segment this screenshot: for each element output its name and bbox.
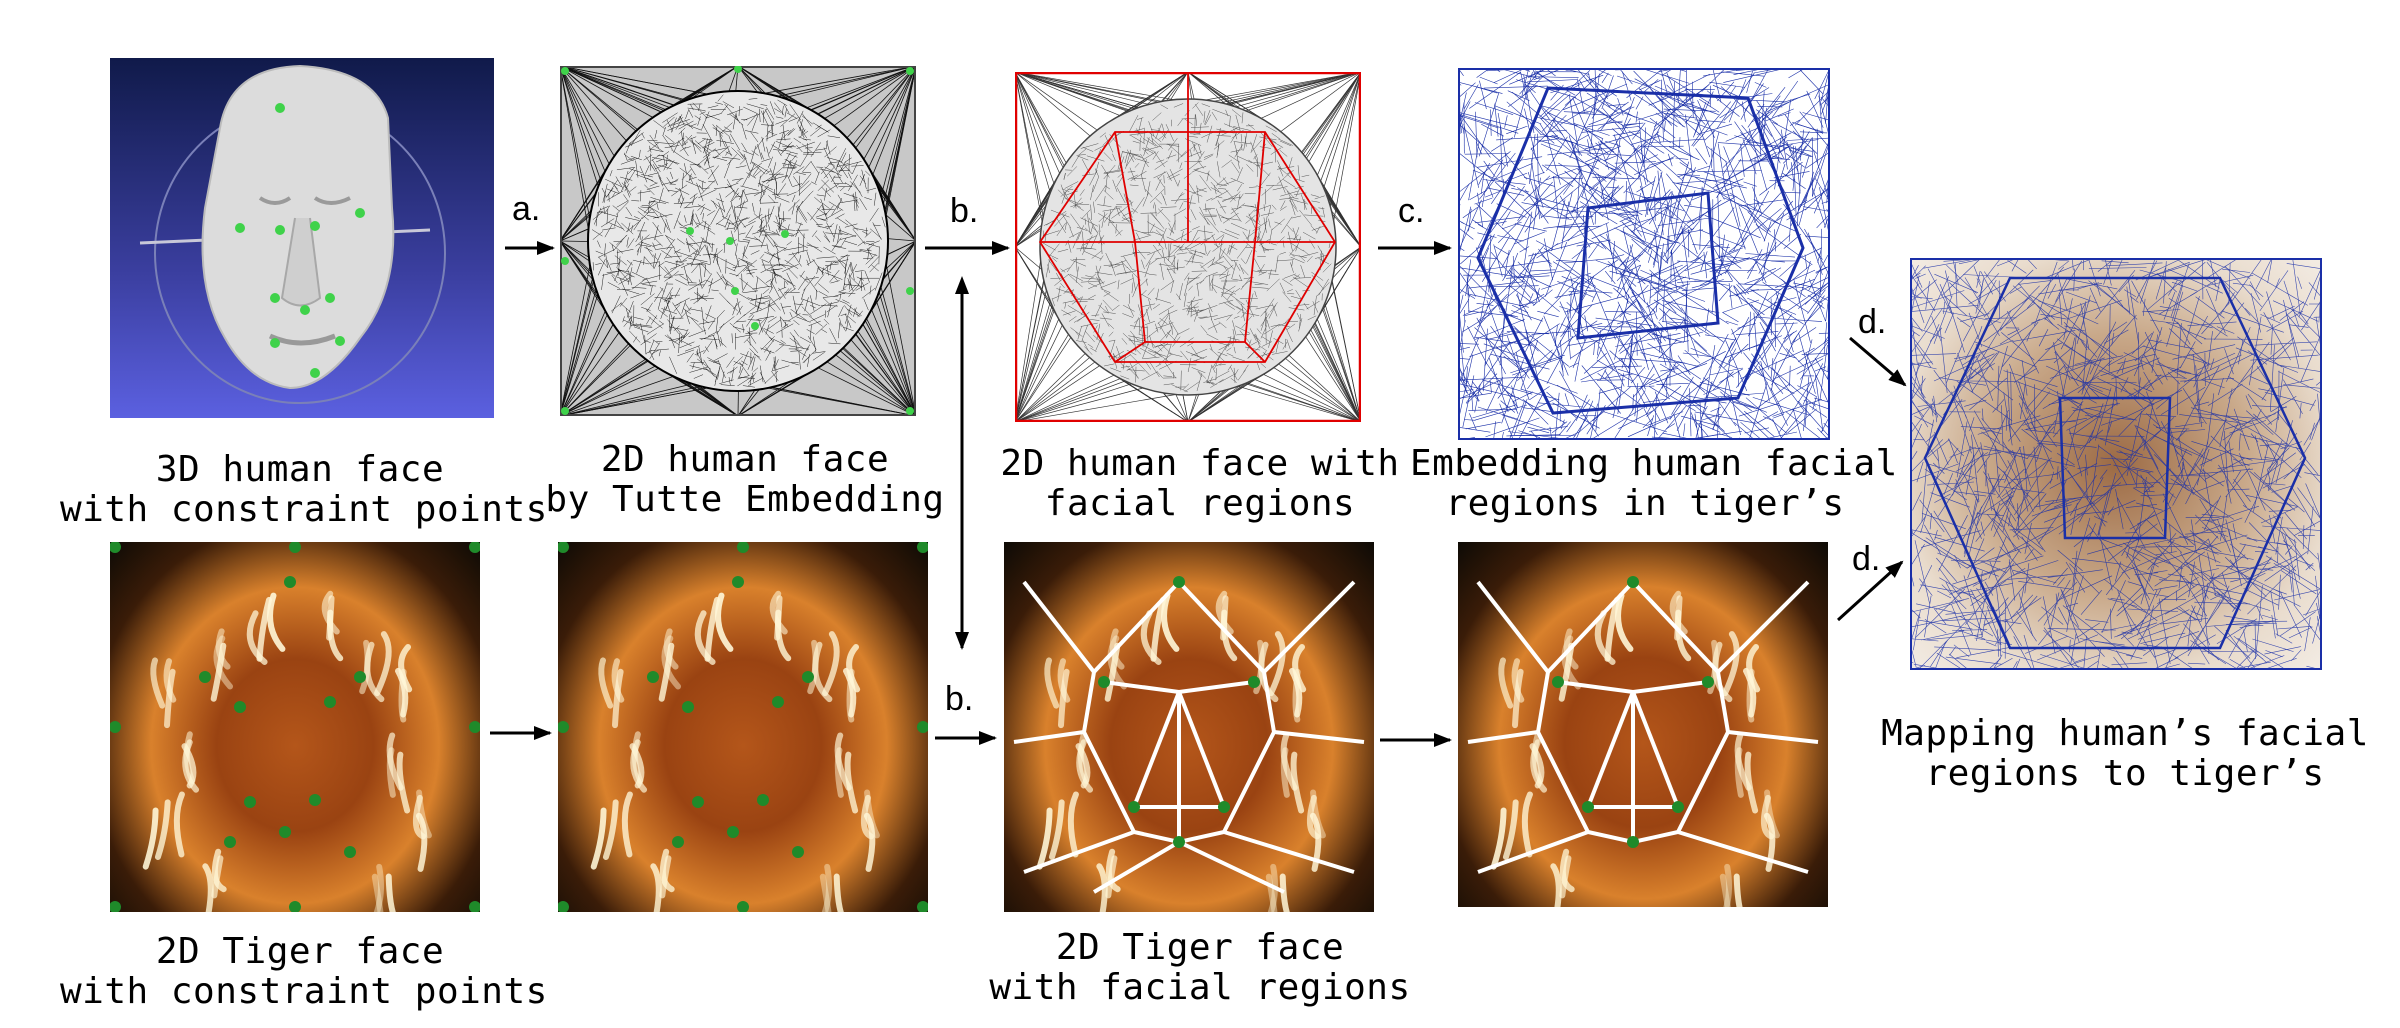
step-label-c: c. [1398,192,1425,230]
step-label-a: a. [512,190,541,228]
panel-tiger-embedding [1458,542,1828,907]
panel-tiger-regions [1004,542,1374,912]
step-label-b-bottom: b. [945,680,974,718]
panel-human-regions [1015,72,1361,422]
caption-embedding: Embedding human facial regions in tiger’… [1410,443,1898,524]
mapped-blue-mesh [1910,258,2322,670]
blue-mesh [1458,68,1830,440]
tiger-face [110,542,480,912]
panel-tutte-embedding [560,66,916,416]
caption-3d-human-face: 3D human face with constraint points [60,449,548,530]
caption-mapping: Mapping human’s facial regions to tiger’… [1881,713,2369,794]
panel-embedding-blue [1458,68,1830,440]
tiger-face-regions [1467,576,1819,907]
arrow-d-top [1849,336,1907,387]
panel-mapping-result [1910,258,2322,670]
tutte-mesh [560,66,916,416]
tiger-face [558,542,928,912]
panel-tiger-constraint-points [110,542,480,912]
caption-tutte-embedding: 2D human face by Tutte Embedding [545,439,945,520]
step-label-b-top: b. [950,192,979,230]
caption-tiger-regions: 2D Tiger face with facial regions [989,927,1411,1008]
panel-tiger-copy [558,542,928,912]
tiger-face-regions [1013,576,1365,912]
regions-mesh [1015,72,1361,422]
panel-3d-human-face [110,58,494,418]
caption-human-regions: 2D human face with facial regions [1000,443,1400,524]
3d-face-render [139,64,446,404]
caption-tiger-constraint-points: 2D Tiger face with constraint points [60,931,548,1012]
step-label-d-top: d. [1858,303,1887,341]
step-label-d-bottom: d. [1852,540,1881,578]
